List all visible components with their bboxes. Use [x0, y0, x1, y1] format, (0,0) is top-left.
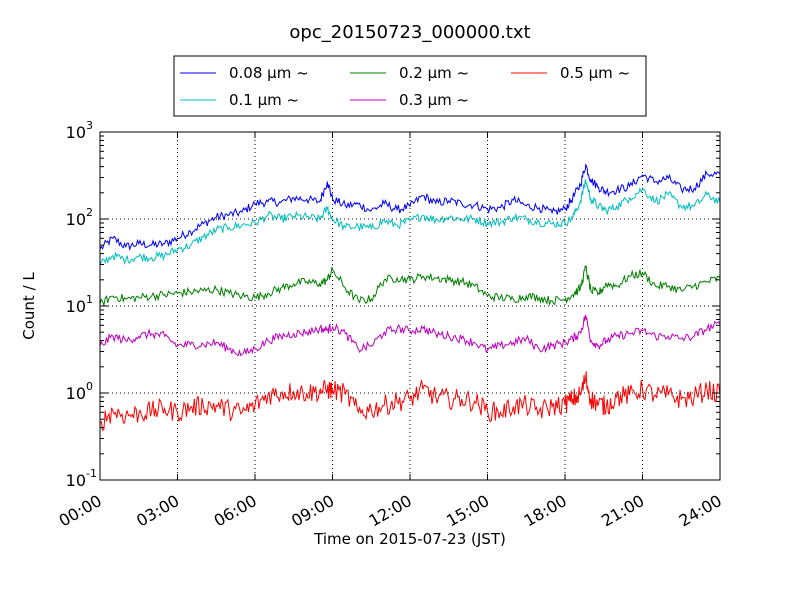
y-tick-exponent: 0: [86, 380, 93, 393]
series-line: [99, 179, 721, 266]
series-line: [99, 314, 721, 357]
series-line: [99, 163, 721, 251]
y-tick-exponent: 1: [86, 293, 93, 306]
chart-title: opc_20150723_000000.txt: [289, 22, 530, 43]
legend-box: [173, 55, 647, 117]
series-line: [99, 265, 721, 307]
y-tick-exponent: 2: [86, 206, 93, 219]
y-tick-exponent: 3: [86, 119, 93, 132]
legend-label: 0.1 μm ~: [229, 91, 299, 109]
legend-label: 0.3 μm ~: [399, 91, 469, 109]
legend: 0.08 μm ~ 0.1 μm ~ 0.2 μm ~ 0.3 μm ~ 0.5 μm …: [173, 55, 647, 117]
legend-label: 0.08 μm ~: [229, 64, 309, 82]
y-tick-label: 10: [66, 297, 86, 316]
grid: [100, 132, 720, 480]
y-tick-label: 10: [66, 384, 86, 403]
y-axis-label: Count / L: [20, 272, 38, 340]
y-tick-exponent: -1: [86, 467, 97, 480]
y-tick-label: 10: [66, 210, 86, 229]
series-lines: [99, 163, 721, 432]
legend-label: 0.5 μm ~: [560, 64, 630, 82]
legend-label: 0.2 μm ~: [399, 64, 469, 82]
y-tick-label: 10: [66, 471, 86, 490]
series-line: [99, 371, 721, 432]
y-tick-label: 10: [66, 123, 86, 142]
x-axis-label: Time on 2015-07-23 (JST): [313, 530, 506, 548]
